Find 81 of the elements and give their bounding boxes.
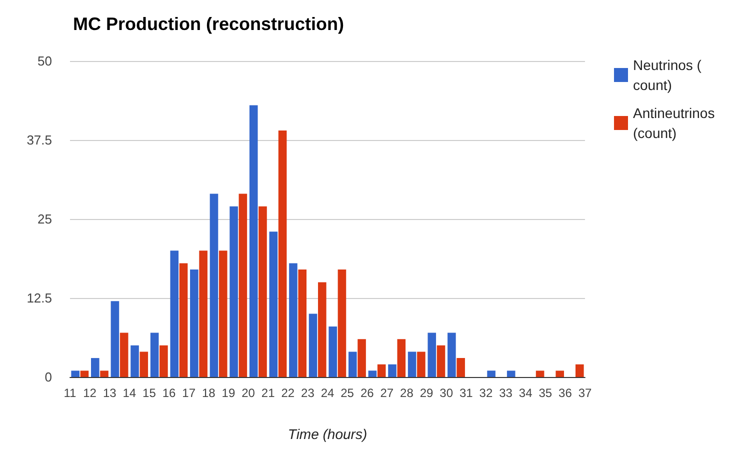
bar [100, 370, 108, 377]
bar [456, 358, 465, 377]
chart-title: MC Production (reconstruction) [73, 14, 344, 34]
bar [140, 352, 148, 377]
bar [338, 270, 346, 377]
x-tick-label: 31 [459, 386, 474, 400]
x-tick-label: 23 [301, 386, 315, 400]
y-tick-label: 37.5 [26, 132, 52, 148]
bar [269, 232, 278, 377]
x-tick-label: 32 [479, 386, 493, 400]
x-tick-label: 30 [440, 386, 454, 400]
bar [358, 339, 366, 377]
bar [150, 332, 159, 377]
bar [160, 345, 168, 377]
bar [318, 282, 326, 377]
y-tick-label: 12.5 [26, 290, 52, 306]
bar [249, 105, 258, 377]
bar [258, 206, 267, 377]
x-tick-label: 34 [518, 386, 533, 400]
bar [130, 345, 139, 377]
bar [218, 250, 228, 377]
x-tick-label: 18 [202, 386, 216, 400]
bar [190, 270, 198, 377]
legend-label: Neutrinos ( count) [633, 57, 706, 93]
bar [328, 326, 337, 377]
x-tick-label: 15 [142, 386, 156, 400]
bar [536, 370, 544, 377]
x-tick-label: 28 [400, 386, 414, 400]
bar [308, 314, 318, 377]
x-tick-label: 25 [340, 386, 354, 400]
x-tick-label: 33 [499, 386, 513, 400]
bar [506, 370, 516, 377]
bar [298, 270, 307, 377]
y-tick-label: 50 [38, 54, 52, 68]
x-tick-label: 14 [122, 386, 136, 400]
x-tick-label: 29 [420, 386, 434, 400]
x-tick-label: 24 [320, 386, 334, 400]
bar [448, 332, 456, 377]
bar [289, 263, 298, 377]
x-tick-label: 27 [380, 386, 394, 400]
bar [576, 364, 584, 377]
bar [80, 370, 89, 377]
y-tick-label: 25 [38, 212, 52, 226]
x-tick-label: 20 [242, 386, 256, 400]
bar [487, 370, 496, 377]
x-tick-label: 36 [558, 386, 572, 400]
bar [179, 263, 188, 377]
bar [199, 250, 208, 377]
x-tick-label: 11 [64, 386, 77, 400]
bar [348, 352, 357, 377]
bar [71, 370, 80, 377]
bar [408, 352, 416, 377]
bar [556, 370, 564, 377]
x-tick-label: 21 [261, 386, 276, 400]
bar [436, 345, 446, 377]
bar [428, 332, 436, 377]
bar [120, 332, 128, 377]
bar [90, 358, 100, 377]
bar [110, 301, 120, 377]
x-tick-label: 17 [182, 386, 196, 400]
x-tick-label: 22 [281, 386, 295, 400]
bar [210, 194, 218, 377]
bar [417, 352, 426, 377]
bar [377, 364, 386, 377]
legend-label: Antineutrinos (count) [633, 105, 719, 141]
x-tick-label: 13 [102, 386, 117, 400]
bar [397, 339, 406, 377]
bar [230, 206, 238, 377]
bar [170, 250, 179, 377]
bar [388, 364, 396, 377]
bar [238, 194, 248, 377]
x-axis-title: Time (hours) [288, 426, 368, 442]
x-tick-label: 19 [222, 386, 236, 400]
x-tick-label: 16 [162, 386, 176, 400]
x-tick-label: 26 [360, 386, 374, 400]
bar [368, 370, 377, 377]
x-tick-label: 12 [83, 386, 97, 400]
bar [278, 130, 287, 377]
y-tick-label: 0 [44, 370, 52, 384]
x-tick-label: 35 [538, 386, 552, 400]
x-tick-label: 37 [578, 386, 592, 400]
